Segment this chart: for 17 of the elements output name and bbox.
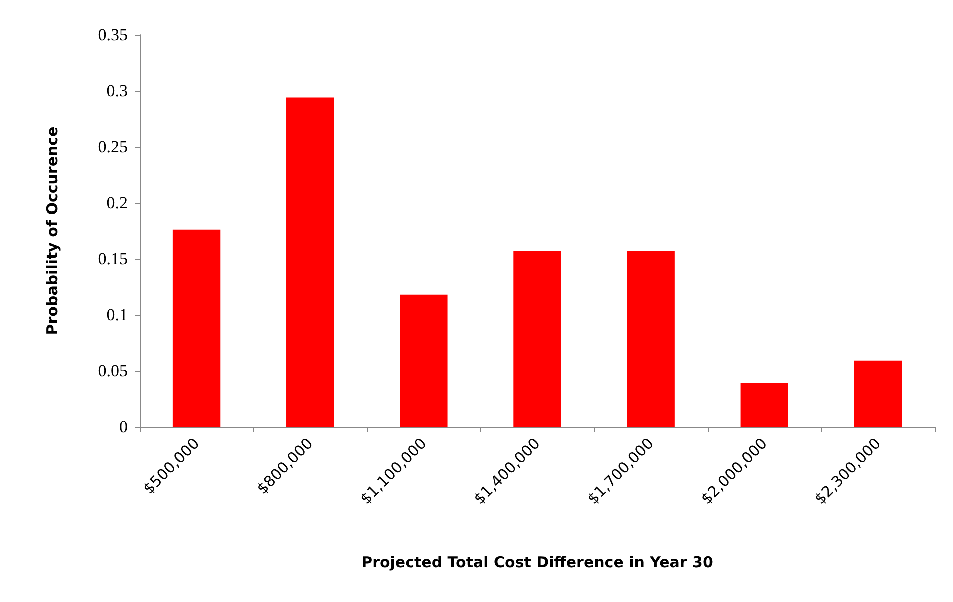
y-tick-label: 0.1 [106, 306, 128, 324]
bar [740, 383, 788, 427]
y-axis-title: Probability of Occurence [44, 126, 62, 336]
y-tick-label: 0.25 [98, 138, 128, 156]
bar [514, 251, 562, 427]
bar [854, 360, 902, 427]
y-tick-label: 0.15 [98, 250, 128, 268]
y-tick-label: 0.35 [98, 26, 128, 44]
y-tick-label: 0.2 [106, 194, 128, 212]
x-axis-title: Projected Total Cost Difference in Year 30 [362, 554, 714, 572]
bar [400, 294, 448, 427]
bar [627, 251, 675, 427]
y-tick-label: 0 [120, 418, 128, 436]
y-tick-label: 0.05 [98, 362, 128, 380]
bar [172, 230, 221, 427]
y-tick-label: 0.3 [106, 82, 128, 100]
bar [286, 98, 334, 427]
